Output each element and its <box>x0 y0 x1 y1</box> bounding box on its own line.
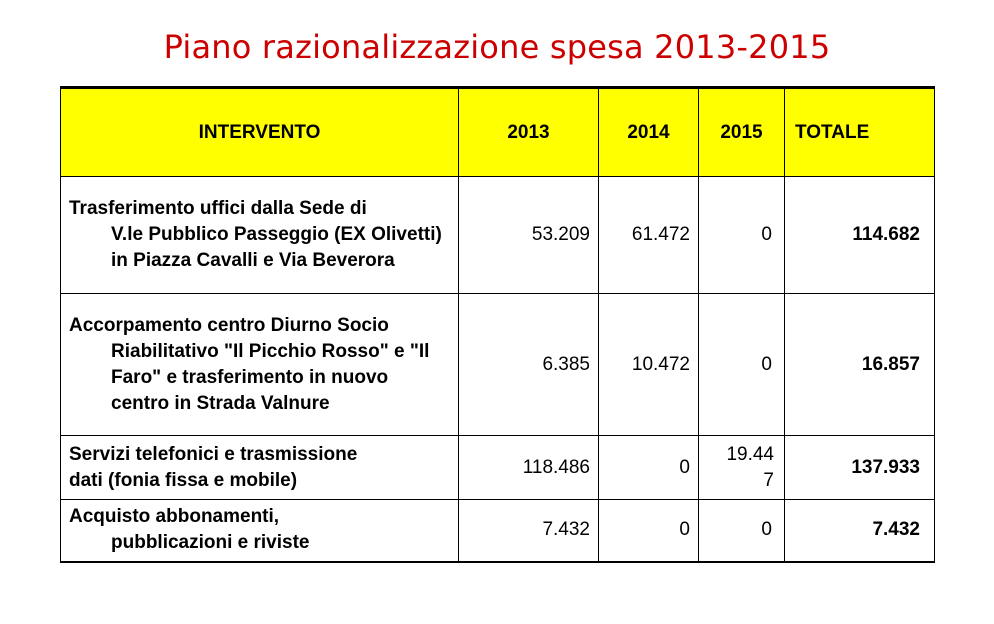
value-2015: 19.447 <box>698 435 785 500</box>
table-header-row: INTERVENTO 2013 2014 2015 TOTALE <box>60 86 935 177</box>
header-2013: 2013 <box>458 86 599 177</box>
expense-table: INTERVENTO 2013 2014 2015 TOTALE Trasfer… <box>60 86 935 563</box>
intervento-continuation: V.le Pubblico Passeggio (EX Olivetti) in… <box>111 224 442 271</box>
intervento-cell: Servizi telefonici e trasmissione dati (… <box>60 435 459 500</box>
intervento-cell: Acquisto abbonamenti, pubblicazioni e ri… <box>60 499 459 563</box>
intervento-line: Trasferimento uffici dalla Sede di <box>69 198 367 219</box>
header-2015: 2015 <box>698 86 785 177</box>
table-row: Trasferimento uffici dalla Sede di V.le … <box>60 176 935 294</box>
value-2015: 0 <box>698 176 785 294</box>
header-intervento: INTERVENTO <box>60 86 459 177</box>
value-2013: 6.385 <box>458 293 599 436</box>
table-row: Accorpamento centro Diurno Socio Riabili… <box>60 293 935 436</box>
value-totale: 114.682 <box>784 176 935 294</box>
value-2013: 7.432 <box>458 499 599 563</box>
intervento-continuation: pubblicazioni e riviste <box>111 532 310 554</box>
intervento-line: Accorpamento centro Diurno Socio <box>69 314 389 336</box>
intervento-continuation: Riabilitativo "Il Picchio Rosso" e "Il F… <box>111 340 430 414</box>
value-2014: 0 <box>598 499 699 563</box>
intervento-line: dati (fonia fissa e mobile) <box>69 469 298 491</box>
value-totale: 16.857 <box>784 293 935 436</box>
value-totale: 7.432 <box>784 499 935 563</box>
header-totale: TOTALE <box>784 86 935 177</box>
intervento-cell: Trasferimento uffici dalla Sede di V.le … <box>60 176 459 294</box>
value-2015: 0 <box>698 499 785 563</box>
value-2014: 61.472 <box>598 176 699 294</box>
value-2013: 118.486 <box>458 435 599 500</box>
value-2013: 53.209 <box>458 176 599 294</box>
intervento-line: Acquisto abbonamenti, <box>69 506 280 528</box>
page-title: Piano razionalizzazione spesa 2013-2015 <box>163 28 831 66</box>
table-row: Servizi telefonici e trasmissione dati (… <box>60 435 935 500</box>
value-totale: 137.933 <box>784 435 935 500</box>
table-row: Acquisto abbonamenti, pubblicazioni e ri… <box>60 499 935 563</box>
intervento-line: Servizi telefonici e trasmissione <box>69 443 358 465</box>
header-2014: 2014 <box>598 86 699 177</box>
value-2014: 10.472 <box>598 293 699 436</box>
value-2014: 0 <box>598 435 699 500</box>
value-2015: 0 <box>698 293 785 436</box>
intervento-cell: Accorpamento centro Diurno Socio Riabili… <box>60 293 459 436</box>
